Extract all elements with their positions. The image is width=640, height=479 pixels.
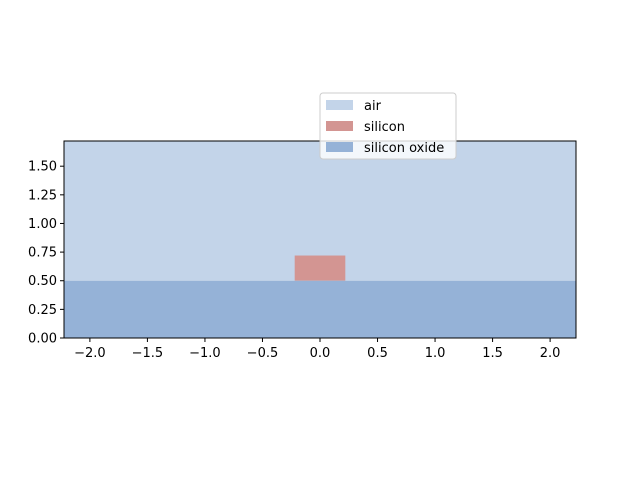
x-tick-label: −0.5 bbox=[247, 346, 279, 361]
legend-label-silicon-oxide: silicon oxide bbox=[364, 141, 444, 156]
x-tick-label: −1.5 bbox=[132, 346, 164, 361]
legend-swatch-silicon-oxide bbox=[326, 142, 353, 152]
y-tick-label: 1.00 bbox=[28, 217, 57, 232]
x-tick-label: 0.0 bbox=[310, 346, 331, 361]
y-tick-label: 1.50 bbox=[28, 160, 57, 175]
x-tick-label: −1.0 bbox=[189, 346, 221, 361]
legend-label-silicon: silicon bbox=[364, 120, 405, 135]
y-axis: 0.00 0.25 0.50 0.75 1.00 1.25 1.50 bbox=[28, 160, 64, 347]
y-tick-label: 0.50 bbox=[28, 274, 57, 289]
legend-swatch-silicon bbox=[326, 121, 353, 131]
x-tick-label: 1.0 bbox=[425, 346, 446, 361]
region-silicon-oxide bbox=[64, 280, 576, 338]
x-tick-label: 1.5 bbox=[482, 346, 503, 361]
x-tick-label: 0.5 bbox=[367, 346, 388, 361]
y-tick-label: 1.25 bbox=[28, 188, 57, 203]
legend: air silicon silicon oxide bbox=[319, 92, 457, 160]
x-tick-label: 2.0 bbox=[540, 346, 561, 361]
x-axis: −2.0 −1.5 −1.0 −0.5 0.0 0.5 1.0 1.5 2.0 bbox=[74, 338, 560, 361]
y-tick-label: 0.00 bbox=[28, 332, 57, 347]
legend-label-air: air bbox=[364, 99, 382, 114]
legend-swatch-air bbox=[326, 100, 353, 110]
y-tick-label: 0.75 bbox=[28, 246, 57, 261]
x-tick-label: −2.0 bbox=[74, 346, 106, 361]
y-tick-label: 0.25 bbox=[28, 303, 57, 318]
legend-box bbox=[319, 92, 457, 160]
material-regions bbox=[64, 141, 576, 338]
region-silicon bbox=[294, 255, 346, 281]
